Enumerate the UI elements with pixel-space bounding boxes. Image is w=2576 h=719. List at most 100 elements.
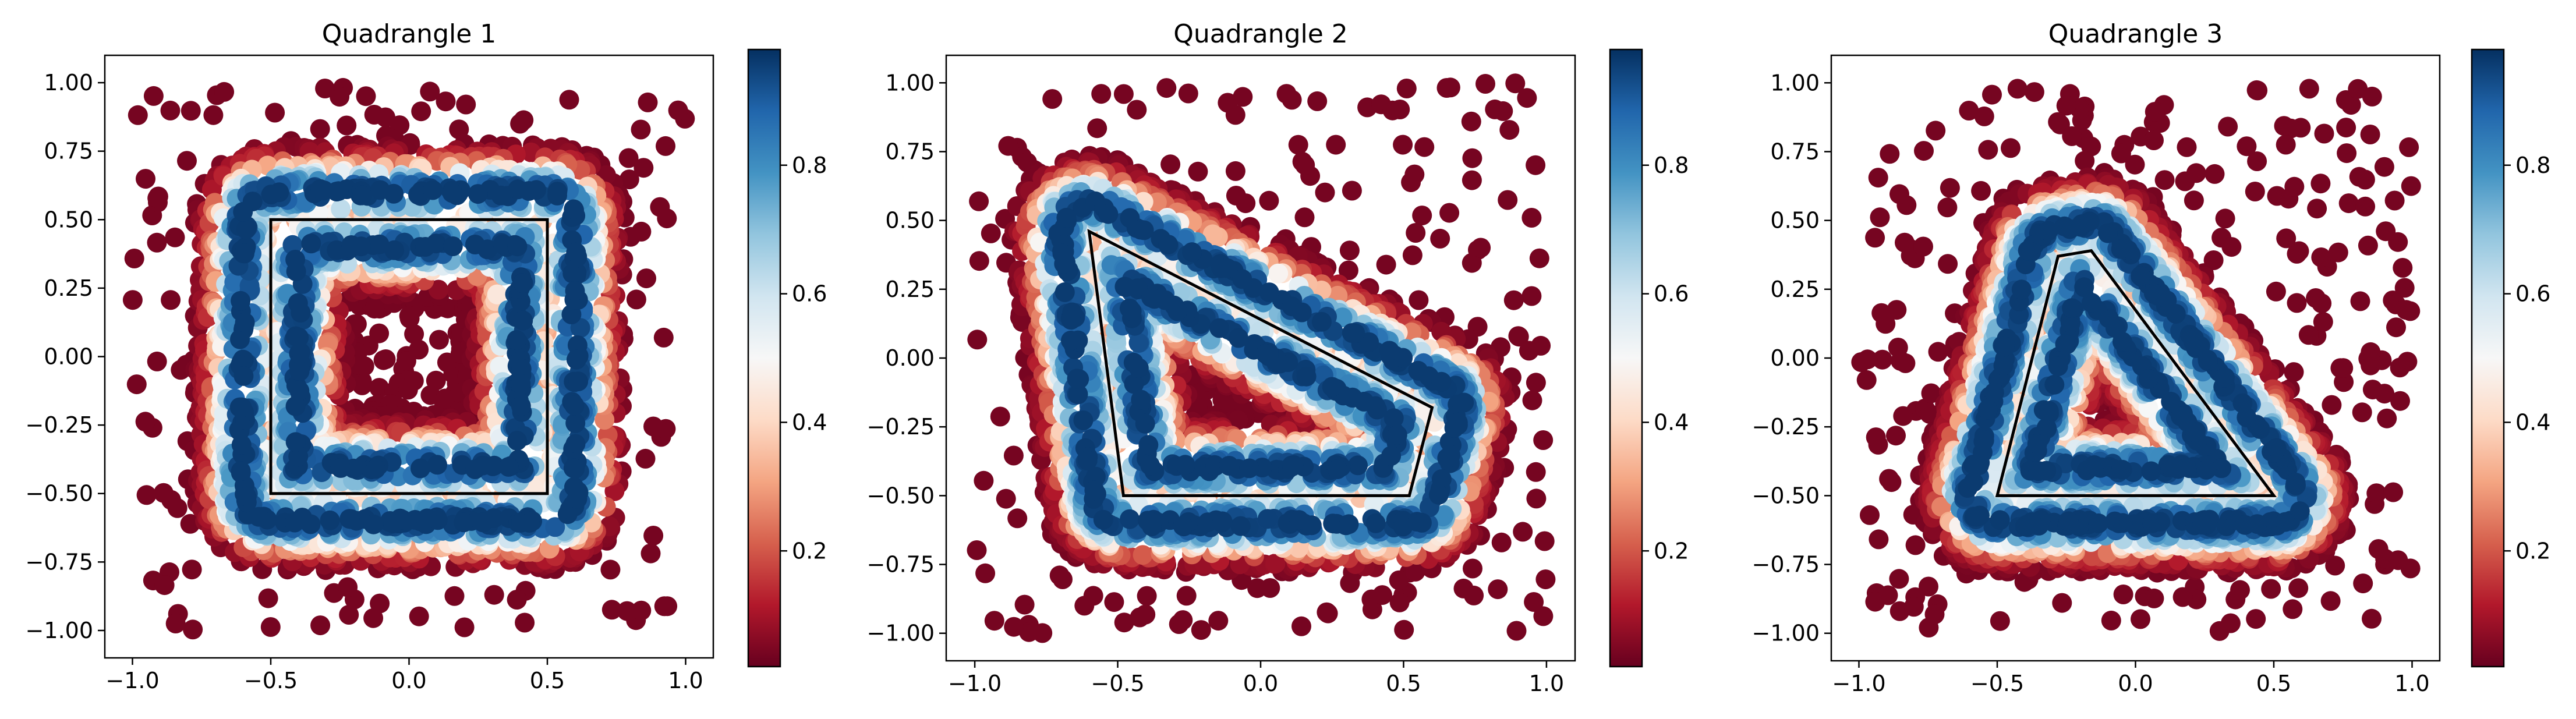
scatter-point: [498, 456, 519, 477]
scatter-point: [1282, 456, 1303, 476]
scatter-point: [1389, 570, 1409, 590]
y-tick-label: 1.00: [885, 70, 935, 95]
scatter-point: [1411, 512, 1432, 533]
scatter-point: [411, 101, 431, 122]
colorbar-tick-label: 0.2: [1654, 538, 1689, 564]
scatter-point: [1134, 220, 1154, 240]
scatter-point: [1396, 79, 1417, 98]
scatter-point: [1307, 91, 1328, 111]
scatter-point: [2352, 402, 2372, 423]
scatter-point: [1402, 245, 1423, 265]
scatter-points: [122, 77, 695, 640]
y-tick-label: −0.50: [26, 481, 93, 507]
x-tick-label: 0.0: [1243, 671, 1278, 696]
scatter-point: [235, 243, 254, 264]
colorbar-tick-label: 0.2: [792, 538, 827, 564]
colorbar: 0.20.40.60.8: [1609, 48, 1689, 668]
scatter-point: [1091, 84, 1112, 104]
scatter-point: [641, 543, 661, 564]
scatter-point: [454, 512, 474, 533]
scatter-point: [1160, 154, 1181, 175]
scatter-point: [990, 406, 1010, 427]
scatter-point: [643, 416, 663, 437]
scatter-point: [1049, 565, 1070, 586]
scatter-point: [634, 158, 654, 178]
scatter-point: [2237, 136, 2257, 157]
scatter-point: [300, 514, 321, 534]
scatter-point: [1886, 426, 1906, 446]
scatter-point: [429, 279, 448, 300]
x-tick-label: −0.5: [1091, 671, 1144, 696]
scatter-point: [1140, 455, 1160, 476]
scatter-point: [233, 201, 253, 222]
scatter-point: [2125, 154, 2145, 175]
scatter-point: [1940, 178, 1960, 198]
scatter-point: [331, 458, 351, 478]
scatter-point: [1524, 592, 1544, 612]
scatter-point: [147, 351, 167, 371]
scatter-point: [203, 105, 224, 125]
scatter-point: [1291, 302, 1312, 323]
scatter-point: [454, 617, 475, 637]
scatter-point: [657, 596, 678, 617]
scatter-point: [2325, 555, 2345, 576]
scatter-point: [511, 374, 531, 394]
scatter-point: [1393, 134, 1413, 155]
scatter-point: [289, 327, 309, 348]
scatter-point: [310, 119, 330, 139]
scatter-point: [1431, 371, 1452, 392]
scatter-point: [261, 185, 281, 205]
scatter-point: [2401, 176, 2421, 196]
scatter-point: [1133, 545, 1153, 565]
scatter-point: [456, 94, 476, 115]
scatter-point: [147, 188, 168, 208]
scatter-point: [483, 456, 503, 476]
scatter-point: [1188, 161, 1208, 182]
scatter-point: [507, 431, 527, 451]
scatter-point: [265, 102, 285, 123]
scatter-point: [182, 559, 202, 580]
scatter-point: [429, 330, 449, 350]
scatter-point: [619, 169, 639, 190]
scatter-point: [1389, 592, 1410, 612]
scatter-point: [1258, 346, 1279, 366]
scatter-point: [1521, 208, 1542, 228]
scatter-point: [1294, 207, 1315, 228]
x-tick-label: 0.5: [530, 668, 565, 693]
scatter-point: [352, 375, 372, 395]
scatter-point: [2355, 196, 2376, 217]
scatter-point: [1208, 611, 1229, 631]
scatter-point: [384, 183, 404, 204]
scatter-point: [310, 179, 331, 199]
scatter-point: [282, 235, 303, 255]
scatter-point: [143, 86, 164, 106]
scatter-point: [1120, 509, 1140, 529]
scatter-point: [967, 330, 988, 350]
scatter-point: [384, 240, 405, 260]
scatter-point: [1526, 462, 1546, 482]
scatter-point: [638, 92, 658, 112]
scatter-point: [1493, 101, 1513, 121]
scatter-point: [969, 191, 989, 211]
scatter-point: [1121, 301, 1142, 321]
panels: Quadrangle 1−1.0 −0.5 0.0 0.5 1.0−1.00−0.75−…: [26, 19, 2551, 696]
scatter-point: [1219, 456, 1239, 476]
scatter-point: [636, 268, 656, 289]
scatter-point: [1526, 488, 1547, 509]
scatter-point: [366, 459, 386, 479]
scatter-point: [331, 199, 351, 219]
scatter-point: [507, 330, 527, 350]
scatter-point: [1394, 619, 1414, 640]
scatter-point: [1239, 458, 1259, 479]
scatter-point: [2310, 173, 2331, 194]
scatter-point: [1463, 558, 1482, 579]
scatter-point: [180, 513, 200, 534]
scatter-point: [1926, 121, 1946, 141]
scatter-point: [1428, 484, 1449, 505]
scatter-point: [1462, 170, 1482, 190]
scatter-point: [545, 517, 565, 537]
scatter-point: [565, 413, 586, 433]
scatter-point: [567, 335, 588, 355]
scatter-point: [643, 526, 664, 546]
x-tick-label: 1.0: [668, 668, 703, 693]
